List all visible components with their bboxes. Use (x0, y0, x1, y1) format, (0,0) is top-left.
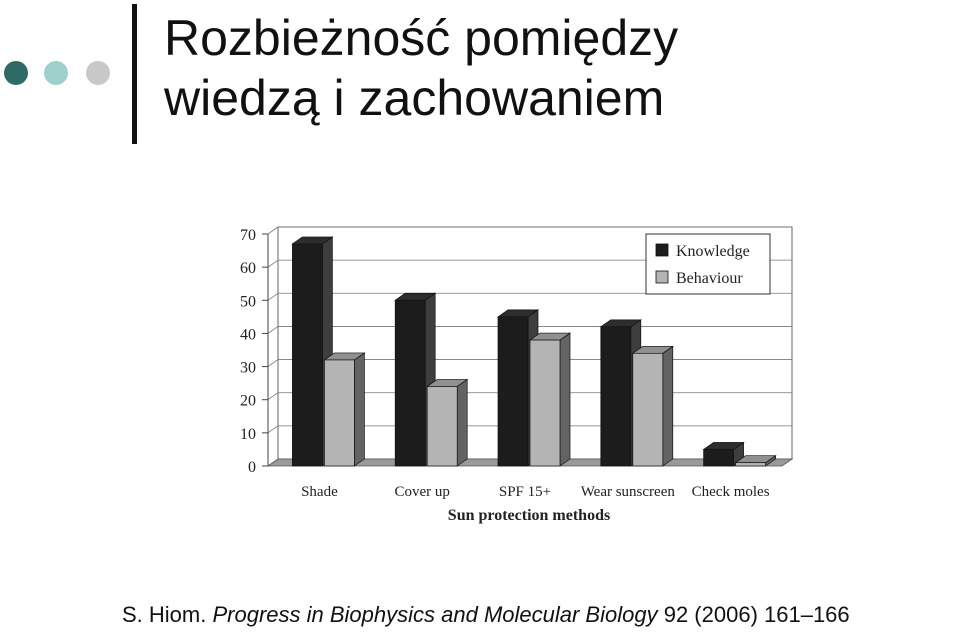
bar-knowledge-3 (497, 316, 529, 467)
y-tick-label: 30 (240, 360, 256, 377)
citation: S. Hiom. Progress in Biophysics and Mole… (122, 602, 850, 628)
citation-details: 92 (2006) 161–166 (663, 602, 850, 627)
bar-knowledge-1 (292, 243, 323, 467)
slide-title: Rozbieżność pomiędzy wiedzą i zachowanie… (164, 8, 678, 128)
y-tick-label: 40 (240, 326, 256, 343)
bar-behaviour-2 (426, 386, 458, 467)
slide-title-line-1: Rozbieżność pomiędzy (164, 10, 679, 66)
y-tick-label: 70 (240, 227, 256, 244)
bar-behaviour-1 (324, 359, 355, 467)
bar-behaviour-3 (529, 339, 561, 467)
legend: Knowledge Behaviour (645, 233, 771, 295)
gridline-side (267, 226, 279, 235)
bar-side (354, 352, 365, 467)
x-tick-label: SPF 15+ (499, 484, 551, 500)
bar-knowledge-5 (703, 449, 734, 467)
gridline-side (267, 259, 279, 268)
gridline-side (267, 392, 279, 401)
slide-title-line-2: wiedzą i zachowaniem (164, 70, 665, 126)
bar-knowledge-2 (394, 299, 426, 467)
bar-chart: 0 10 20 30 40 50 60 70 Shade Cover up SPF 15+ Wear … (240, 226, 794, 524)
x-axis-label: Sun protection methods (448, 507, 610, 524)
x-tick-label: Shade (301, 484, 338, 500)
y-tick-label: 60 (240, 260, 256, 277)
x-tick-label: Check moles (692, 484, 770, 500)
decor-dot (4, 61, 28, 85)
legend-label: Knowledge (676, 243, 750, 260)
y-tick-label: 50 (240, 293, 256, 310)
bar-behaviour-4 (632, 352, 664, 467)
citation-journal: Progress in Biophysics and Molecular Bio… (212, 602, 658, 627)
legend-swatch (655, 243, 669, 257)
decorative-dots (0, 58, 120, 88)
gridline-side (267, 359, 279, 367)
decor-dot (86, 61, 110, 85)
y-tick-label: 0 (248, 459, 256, 476)
decor-dot (44, 61, 68, 85)
legend-label: Behaviour (676, 270, 743, 287)
gridline-side (267, 292, 279, 301)
gridline-side (267, 326, 279, 334)
legend-swatch (655, 270, 669, 284)
bar-side (662, 345, 674, 467)
bar-knowledge-4 (600, 326, 632, 467)
x-tick-label: Wear sunscreen (581, 484, 676, 500)
title-accent-bar (132, 4, 137, 144)
gridline-side (267, 425, 279, 434)
bar-side (559, 332, 571, 467)
y-tick-label: 10 (240, 426, 256, 443)
x-tick-label: Cover up (394, 484, 449, 500)
citation-author: S. Hiom. (122, 602, 207, 627)
y-tick-label: 20 (240, 393, 256, 410)
bar-behaviour-5 (735, 462, 766, 467)
bar-side (456, 378, 468, 467)
